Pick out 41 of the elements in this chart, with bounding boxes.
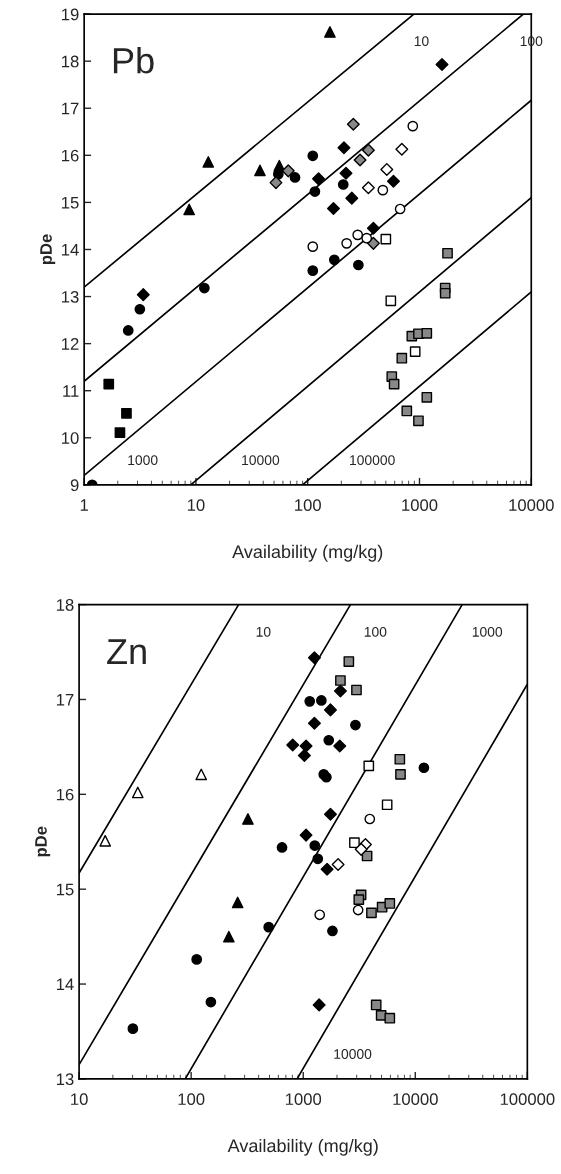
x-tick-label: 10 bbox=[187, 499, 205, 511]
y-tick-label: 13 bbox=[56, 1073, 74, 1086]
x-tick-label: 100 bbox=[295, 499, 321, 511]
y-axis-title: pDe bbox=[40, 234, 56, 265]
y-tick-label: 15 bbox=[56, 883, 74, 896]
y-tick-label: 17 bbox=[62, 102, 79, 115]
series-label: 100000 bbox=[350, 455, 395, 466]
x-tick-label: 100 bbox=[178, 1093, 205, 1106]
y-tick-label: 16 bbox=[56, 788, 74, 801]
series-label: 1000 bbox=[472, 626, 503, 637]
y-tick-label: 11 bbox=[63, 385, 79, 397]
y-tick-label: 15 bbox=[62, 196, 79, 209]
y-tick-label: 13 bbox=[62, 290, 79, 303]
x-tick-label: 1000 bbox=[285, 1093, 322, 1106]
annotation: Zn bbox=[107, 639, 146, 664]
x-axis-title: Availability (mg/kg) bbox=[227, 1138, 378, 1156]
y-tick-label: 9 bbox=[70, 479, 79, 492]
y-tick-label: 14 bbox=[56, 978, 74, 991]
x-tick-label: 1000 bbox=[402, 499, 438, 511]
annotation: Pb bbox=[113, 47, 154, 74]
y-axis-title: pDe bbox=[35, 826, 51, 857]
y-tick-label: 19 bbox=[62, 8, 79, 21]
x-tick-label: 10000 bbox=[509, 499, 554, 511]
y-tick-label: 18 bbox=[62, 55, 79, 68]
y-tick-label: 14 bbox=[62, 244, 79, 256]
x-tick-label: 10 bbox=[71, 1093, 88, 1106]
series-label: 100 bbox=[364, 626, 387, 637]
series-label: 10000 bbox=[242, 455, 280, 466]
x-axis-title: Availability (mg/kg) bbox=[232, 544, 383, 562]
series-label: 10 bbox=[414, 36, 429, 47]
series-label: 10 bbox=[256, 626, 271, 637]
y-tick-label: 16 bbox=[62, 149, 79, 162]
x-tick-label: 100000 bbox=[500, 1093, 555, 1106]
series-label: 1000 bbox=[128, 455, 158, 466]
y-tick-label: 12 bbox=[62, 338, 79, 350]
y-tick-label: 10 bbox=[62, 432, 79, 444]
x-tick-label: 10000 bbox=[393, 1093, 438, 1106]
y-tick-label: 18 bbox=[56, 599, 74, 611]
x-tick-label: 1 bbox=[80, 499, 88, 511]
y-tick-label: 17 bbox=[56, 694, 74, 706]
series-label: 10000 bbox=[334, 1049, 372, 1059]
